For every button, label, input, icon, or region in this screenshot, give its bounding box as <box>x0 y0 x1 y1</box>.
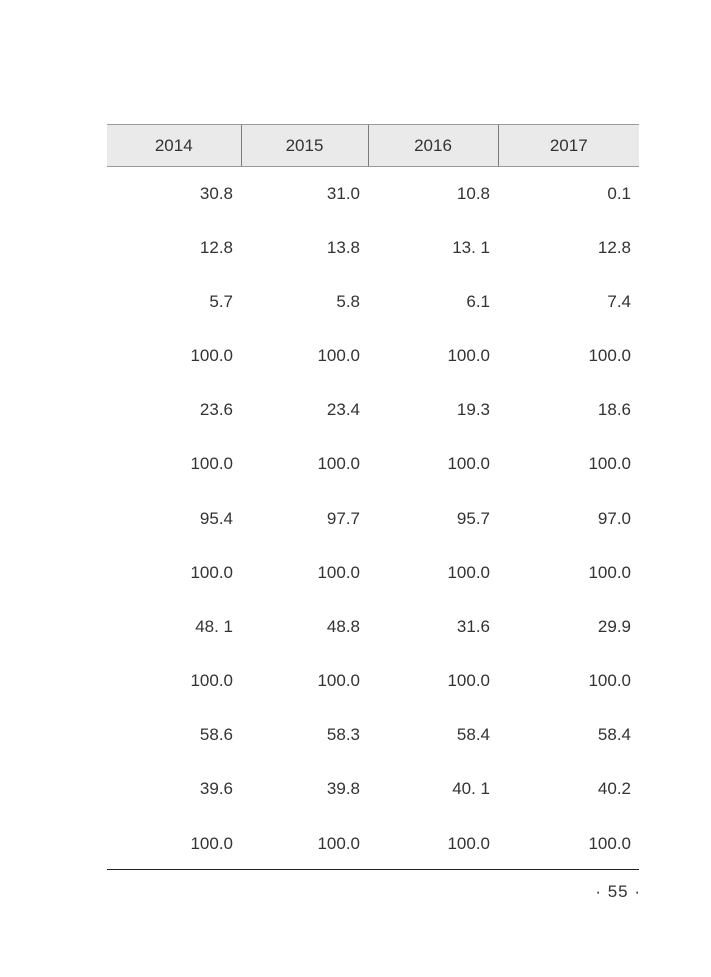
table-row: 5.7 5.8 6.1 7.4 <box>107 275 639 329</box>
table-row: 12.8 13.8 13. 1 12.8 <box>107 221 639 275</box>
table-row: 100.0 100.0 100.0 100.0 <box>107 329 639 383</box>
table-cell: 100.0 <box>588 833 631 853</box>
table-cell: 100.0 <box>447 345 490 365</box>
table-cell: 95.4 <box>199 508 233 528</box>
table-row: 100.0 100.0 100.0 100.0 <box>107 437 639 491</box>
column-header-2017: 2017 <box>497 124 639 167</box>
table-row: 30.8 31.0 10.8 0.1 <box>107 167 639 221</box>
table-cell: 31.6 <box>456 616 490 636</box>
table-cell: 100.0 <box>588 671 631 691</box>
table-row: 100.0 100.0 100.0 100.0 <box>107 654 639 708</box>
table-cell: 100.0 <box>447 671 490 691</box>
table-cell: 10.8 <box>456 183 490 203</box>
table-cell: 13. 1 <box>452 237 490 257</box>
data-table-container: 2014 2015 2016 2017 30.8 31.0 10.8 0.1 12.8 1… <box>107 124 639 871</box>
table-cell: 23.4 <box>326 400 360 420</box>
table-cell: 100.0 <box>317 454 360 474</box>
table-row: 48. 1 48.8 31.6 29.9 <box>107 600 639 654</box>
table-row: 95.4 97.7 95.7 97.0 <box>107 491 639 545</box>
table-cell: 18.6 <box>597 400 631 420</box>
table-cell: 19.3 <box>456 400 490 420</box>
table-row: 100.0 100.0 100.0 100.0 <box>107 817 639 871</box>
table-cell: 40. 1 <box>452 779 490 799</box>
table-bottom-rule <box>107 869 639 870</box>
table-cell: 31.0 <box>326 183 360 203</box>
table-cell: 39.8 <box>326 779 360 799</box>
table-cell: 58.4 <box>456 725 490 745</box>
table-body: 30.8 31.0 10.8 0.1 12.8 13.8 13. 1 12.8 5.7 5.8 6.… <box>107 167 639 871</box>
table-cell: 5.8 <box>336 291 360 311</box>
table-cell: 58.3 <box>326 725 360 745</box>
column-header-2014: 2014 <box>107 124 241 167</box>
table-cell: 100.0 <box>317 833 360 853</box>
table-cell: 100.0 <box>588 345 631 365</box>
table-cell: 100.0 <box>588 562 631 582</box>
table-cell: 100.0 <box>447 833 490 853</box>
data-table: 2014 2015 2016 2017 30.8 31.0 10.8 0.1 12.8 1… <box>107 124 639 871</box>
table-cell: 48. 1 <box>195 616 233 636</box>
table-cell: 39.6 <box>199 779 233 799</box>
table-cell: 23.6 <box>199 400 233 420</box>
table-cell: 13.8 <box>326 237 360 257</box>
table-row: 23.6 23.4 19.3 18.6 <box>107 383 639 437</box>
table-cell: 97.7 <box>326 508 360 528</box>
table-cell: 100.0 <box>317 671 360 691</box>
table-cell: 100.0 <box>317 345 360 365</box>
table-cell: 100.0 <box>447 454 490 474</box>
table-cell: 12.8 <box>597 237 631 257</box>
table-row: 58.6 58.3 58.4 58.4 <box>107 708 639 762</box>
table-cell: 5.7 <box>209 291 233 311</box>
table-cell: 100.0 <box>447 562 490 582</box>
table-cell: 7.4 <box>607 291 631 311</box>
table-cell: 100.0 <box>190 671 233 691</box>
column-header-2015: 2015 <box>240 124 368 167</box>
table-cell: 100.0 <box>190 454 233 474</box>
page-number: · 55 · <box>595 882 641 901</box>
table-cell: 100.0 <box>190 562 233 582</box>
table-header: 2014 2015 2016 2017 <box>107 124 639 167</box>
table-cell: 30.8 <box>199 183 233 203</box>
table-row: 39.6 39.8 40. 1 40.2 <box>107 762 639 816</box>
table-cell: 0.1 <box>607 183 631 203</box>
table-cell: 100.0 <box>588 454 631 474</box>
table-cell: 6.1 <box>466 291 490 311</box>
table-cell: 29.9 <box>597 616 631 636</box>
table-cell: 97.0 <box>597 508 631 528</box>
table-cell: 100.0 <box>317 562 360 582</box>
header-row: 2014 2015 2016 2017 <box>107 124 639 167</box>
table-cell: 58.6 <box>199 725 233 745</box>
table-cell: 100.0 <box>190 345 233 365</box>
column-header-2016: 2016 <box>367 124 498 167</box>
table-cell: 58.4 <box>597 725 631 745</box>
table-cell: 100.0 <box>190 833 233 853</box>
table-cell: 95.7 <box>456 508 490 528</box>
table-cell: 12.8 <box>199 237 233 257</box>
table-row: 100.0 100.0 100.0 100.0 <box>107 546 639 600</box>
table-cell: 40.2 <box>597 779 631 799</box>
table-cell: 48.8 <box>326 616 360 636</box>
